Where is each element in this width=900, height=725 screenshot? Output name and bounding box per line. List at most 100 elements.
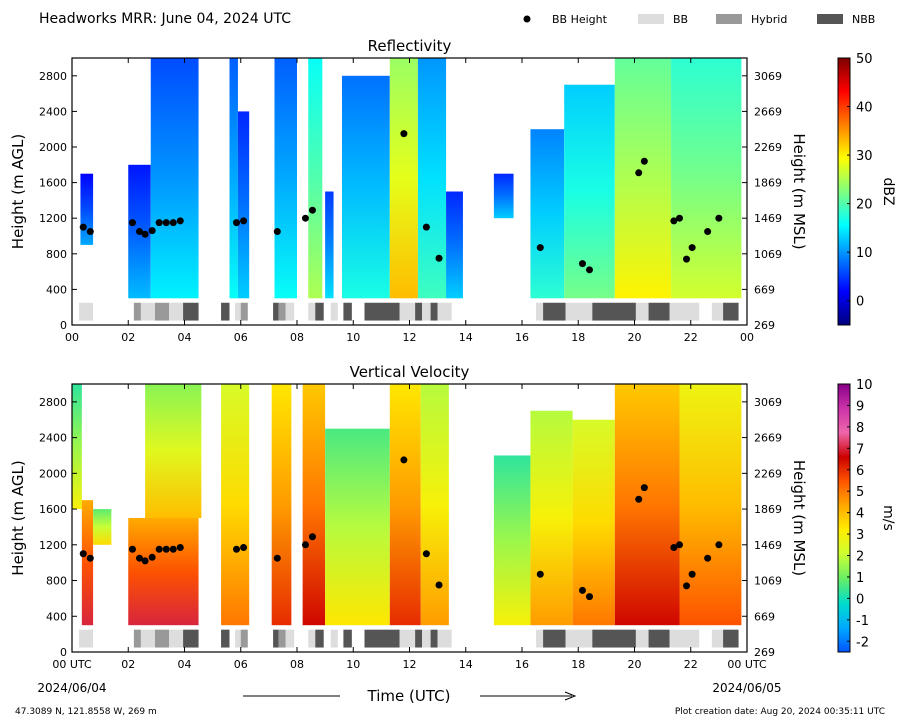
bb-type-segment-nbb: [543, 302, 566, 321]
panel-title-reflectivity: Reflectivity: [368, 37, 452, 55]
bb-type-segment-hybrid: [278, 629, 286, 648]
bb-type-segment-bb: [565, 302, 593, 321]
bb-type-segment-nbb: [592, 302, 636, 321]
bb-type-segment-hybrid: [278, 302, 286, 321]
y-tick-label: 2800: [39, 396, 67, 409]
bb-height-point: [141, 230, 149, 238]
bb-height-point: [128, 219, 136, 227]
bb-type-segment-bb: [235, 302, 241, 321]
bb-height-point: [162, 219, 170, 227]
data-region-velocity: [72, 384, 742, 626]
y-tick-label: 800: [46, 575, 67, 588]
bb-type-segment-hybrid: [240, 302, 248, 321]
bb-type-segment-nbb: [315, 302, 324, 321]
bb-type-segment-bb: [140, 629, 155, 648]
y-right-tick-label: 1869: [754, 177, 782, 190]
data-segment: [229, 58, 238, 299]
bb-height-point: [586, 266, 593, 274]
bb-type-segment-hybrid: [133, 302, 141, 321]
y-right-axis-label-reflectivity: Height (m MSL): [790, 133, 808, 249]
data-segment: [564, 84, 615, 299]
data-segment: [614, 384, 680, 626]
bb-type-segment-nbb: [315, 629, 324, 648]
start-date-label: 2024/06/04: [37, 681, 106, 695]
colorbar-tick-label: 8: [856, 421, 864, 436]
x-tick-label: 14: [459, 331, 473, 344]
bb-type-segment-nbb: [723, 302, 739, 321]
y-right-tick-label: 1069: [754, 248, 782, 261]
y-tick-label: 1200: [39, 539, 67, 552]
legend-label: BB: [673, 13, 688, 26]
y-axis-label-velocity: Height (m AGL): [9, 460, 27, 575]
y-tick-label: 2400: [39, 432, 67, 445]
bb-type-segment-bb: [422, 302, 431, 321]
data-segment: [671, 58, 742, 299]
data-segment: [150, 58, 199, 299]
bb-type-segment-hybrid: [240, 629, 248, 648]
bb-height-point: [169, 219, 177, 227]
x-tick-label: 00: [65, 331, 79, 344]
x-axis-label: Time (UTC): [367, 687, 451, 705]
x-tick-label: 04: [178, 658, 192, 671]
x-tick-label: 12: [403, 331, 417, 344]
bb-type-segment-nbb: [343, 629, 352, 648]
bb-height-point: [683, 582, 691, 590]
bb-height-point: [435, 581, 443, 589]
x-tick-label: 00 UTC: [52, 658, 92, 671]
y-right-axis-label-velocity: Height (m MSL): [790, 460, 808, 576]
bb-height-point: [422, 550, 430, 558]
data-segment: [342, 75, 390, 299]
panel-title-velocity: Vertical Velocity: [350, 363, 470, 381]
bb-type-segment-nbb: [364, 302, 400, 321]
y-tick-label: 400: [46, 283, 67, 296]
y-tick-label: 1600: [39, 503, 67, 516]
data-segment: [271, 384, 292, 626]
bb-height-point: [308, 206, 316, 214]
bb-height-point: [670, 543, 678, 551]
x-tick-label: 02: [121, 331, 135, 344]
colorbar-tick-label: 40: [856, 101, 873, 116]
bb-height-point: [704, 228, 712, 236]
bb-height-point: [233, 219, 241, 227]
y-right-tick-label: 2269: [754, 467, 782, 480]
bb-height-point: [586, 593, 593, 601]
y-right-tick-label: 1869: [754, 503, 782, 516]
bb-height-point: [233, 545, 241, 553]
x-tick-label: 10: [346, 331, 360, 344]
legend-label: NBB: [852, 13, 875, 26]
data-segment: [308, 58, 323, 299]
y-right-tick-label: 669: [754, 610, 775, 623]
colorbar-velocity: -2 -1 0 1 2 3 4 5 6 7 8 9 10 m/s: [837, 378, 896, 653]
bb-type-segment-nbb: [364, 629, 400, 648]
x-tick-label: 14: [459, 658, 473, 671]
bb-type-segment-nbb: [648, 629, 670, 648]
bb-height-point: [136, 228, 143, 236]
data-segment: [420, 384, 449, 626]
colorbar-scale: [837, 383, 851, 653]
bb-type-segment-bb: [422, 629, 431, 648]
figure-title: Headworks MRR: June 04, 2024 UTC: [39, 11, 291, 27]
y-tick-label: 1600: [39, 177, 67, 190]
bb-height-point: [578, 586, 586, 594]
bb-height-point: [640, 157, 648, 165]
end-date-label: 2024/06/05: [712, 681, 781, 695]
x-tick-label: 10: [346, 658, 360, 671]
bb-type-segment-nbb: [415, 302, 423, 321]
x-tick-label: 20: [628, 331, 642, 344]
bb-height-point: [141, 557, 149, 565]
colorbar-tick-label: 7: [856, 442, 864, 457]
bb-type-segment-bb: [79, 302, 94, 321]
bb-height-point: [176, 217, 184, 225]
x-tick-label: 16: [515, 658, 529, 671]
colorbar-tick-label: 50: [856, 52, 873, 67]
bb-height-point: [308, 533, 316, 541]
bb-type-segment-nbb: [343, 302, 352, 321]
bb-type-segment-bb: [399, 302, 416, 321]
bb-height-point: [435, 254, 443, 262]
colorbar-tick-label: 3: [856, 528, 864, 543]
y-right-tick-label: 2669: [754, 105, 782, 118]
bb-type-segment-bb: [437, 302, 452, 321]
bb-type-segment-bb: [169, 302, 184, 321]
